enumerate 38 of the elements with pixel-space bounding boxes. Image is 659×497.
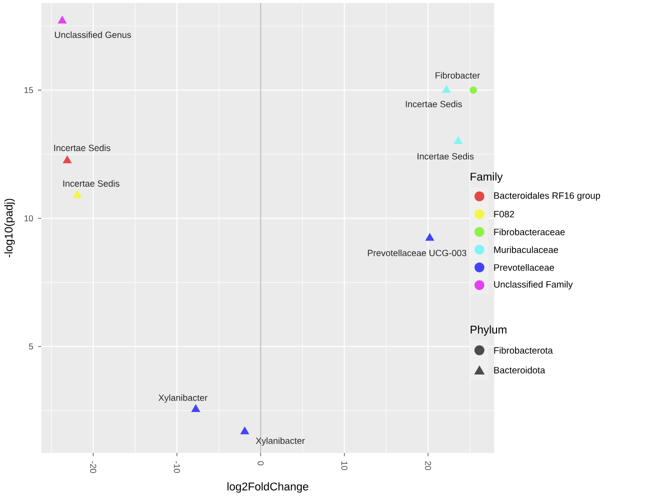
point [240, 426, 250, 434]
annotation: Xylanibacter [158, 394, 208, 403]
x-tick-label: 10 [341, 461, 348, 470]
legend-title: Family [470, 172, 503, 183]
x-tick-label: -10 [174, 461, 180, 473]
annotation: Incertae Sedis [54, 144, 110, 152]
annotation: Incertae Sedis [63, 180, 120, 187]
text: Fibrobacterota [494, 346, 553, 354]
text: Bacteroidota [494, 366, 546, 374]
point [470, 86, 477, 94]
point [442, 85, 451, 93]
x-tick-label: -20 [90, 461, 96, 473]
y-tick-label: 10 [24, 215, 34, 222]
legend-label: Prevotellaceae [494, 264, 554, 271]
y-tick-label: 5 [28, 344, 33, 350]
x-tick-label: 0 [258, 461, 264, 466]
annotation: Unclassified Genus [54, 31, 132, 38]
legend-label: Unclassified Family [494, 280, 573, 290]
x-axis-title: log2FoldChange [227, 482, 308, 493]
annotation: Xylanibacter [256, 437, 305, 446]
y-tick-label: 15 [24, 87, 33, 94]
point [58, 16, 67, 24]
legend-label: Muribaculaceae [494, 246, 558, 253]
annotation: Fibrobacter [436, 72, 480, 79]
annotation: Incertae Sedis [418, 152, 474, 160]
annotation: Incertae Sedis [406, 100, 462, 108]
y-axis-title: -log10(padj) [4, 198, 15, 258]
point [62, 156, 72, 164]
point [72, 190, 82, 198]
annotation: Prevotellaceae UCG-003 [368, 250, 466, 256]
point [425, 233, 434, 241]
legend-label: F082 [494, 210, 514, 218]
legend-label: Bacteroidales RF16 group [494, 192, 600, 201]
annotation: Phylum [470, 325, 506, 336]
legend-label: Fibrobacteraceae [494, 228, 565, 236]
x-tick-label: 20 [425, 461, 432, 470]
point [191, 404, 200, 412]
point [454, 136, 463, 144]
